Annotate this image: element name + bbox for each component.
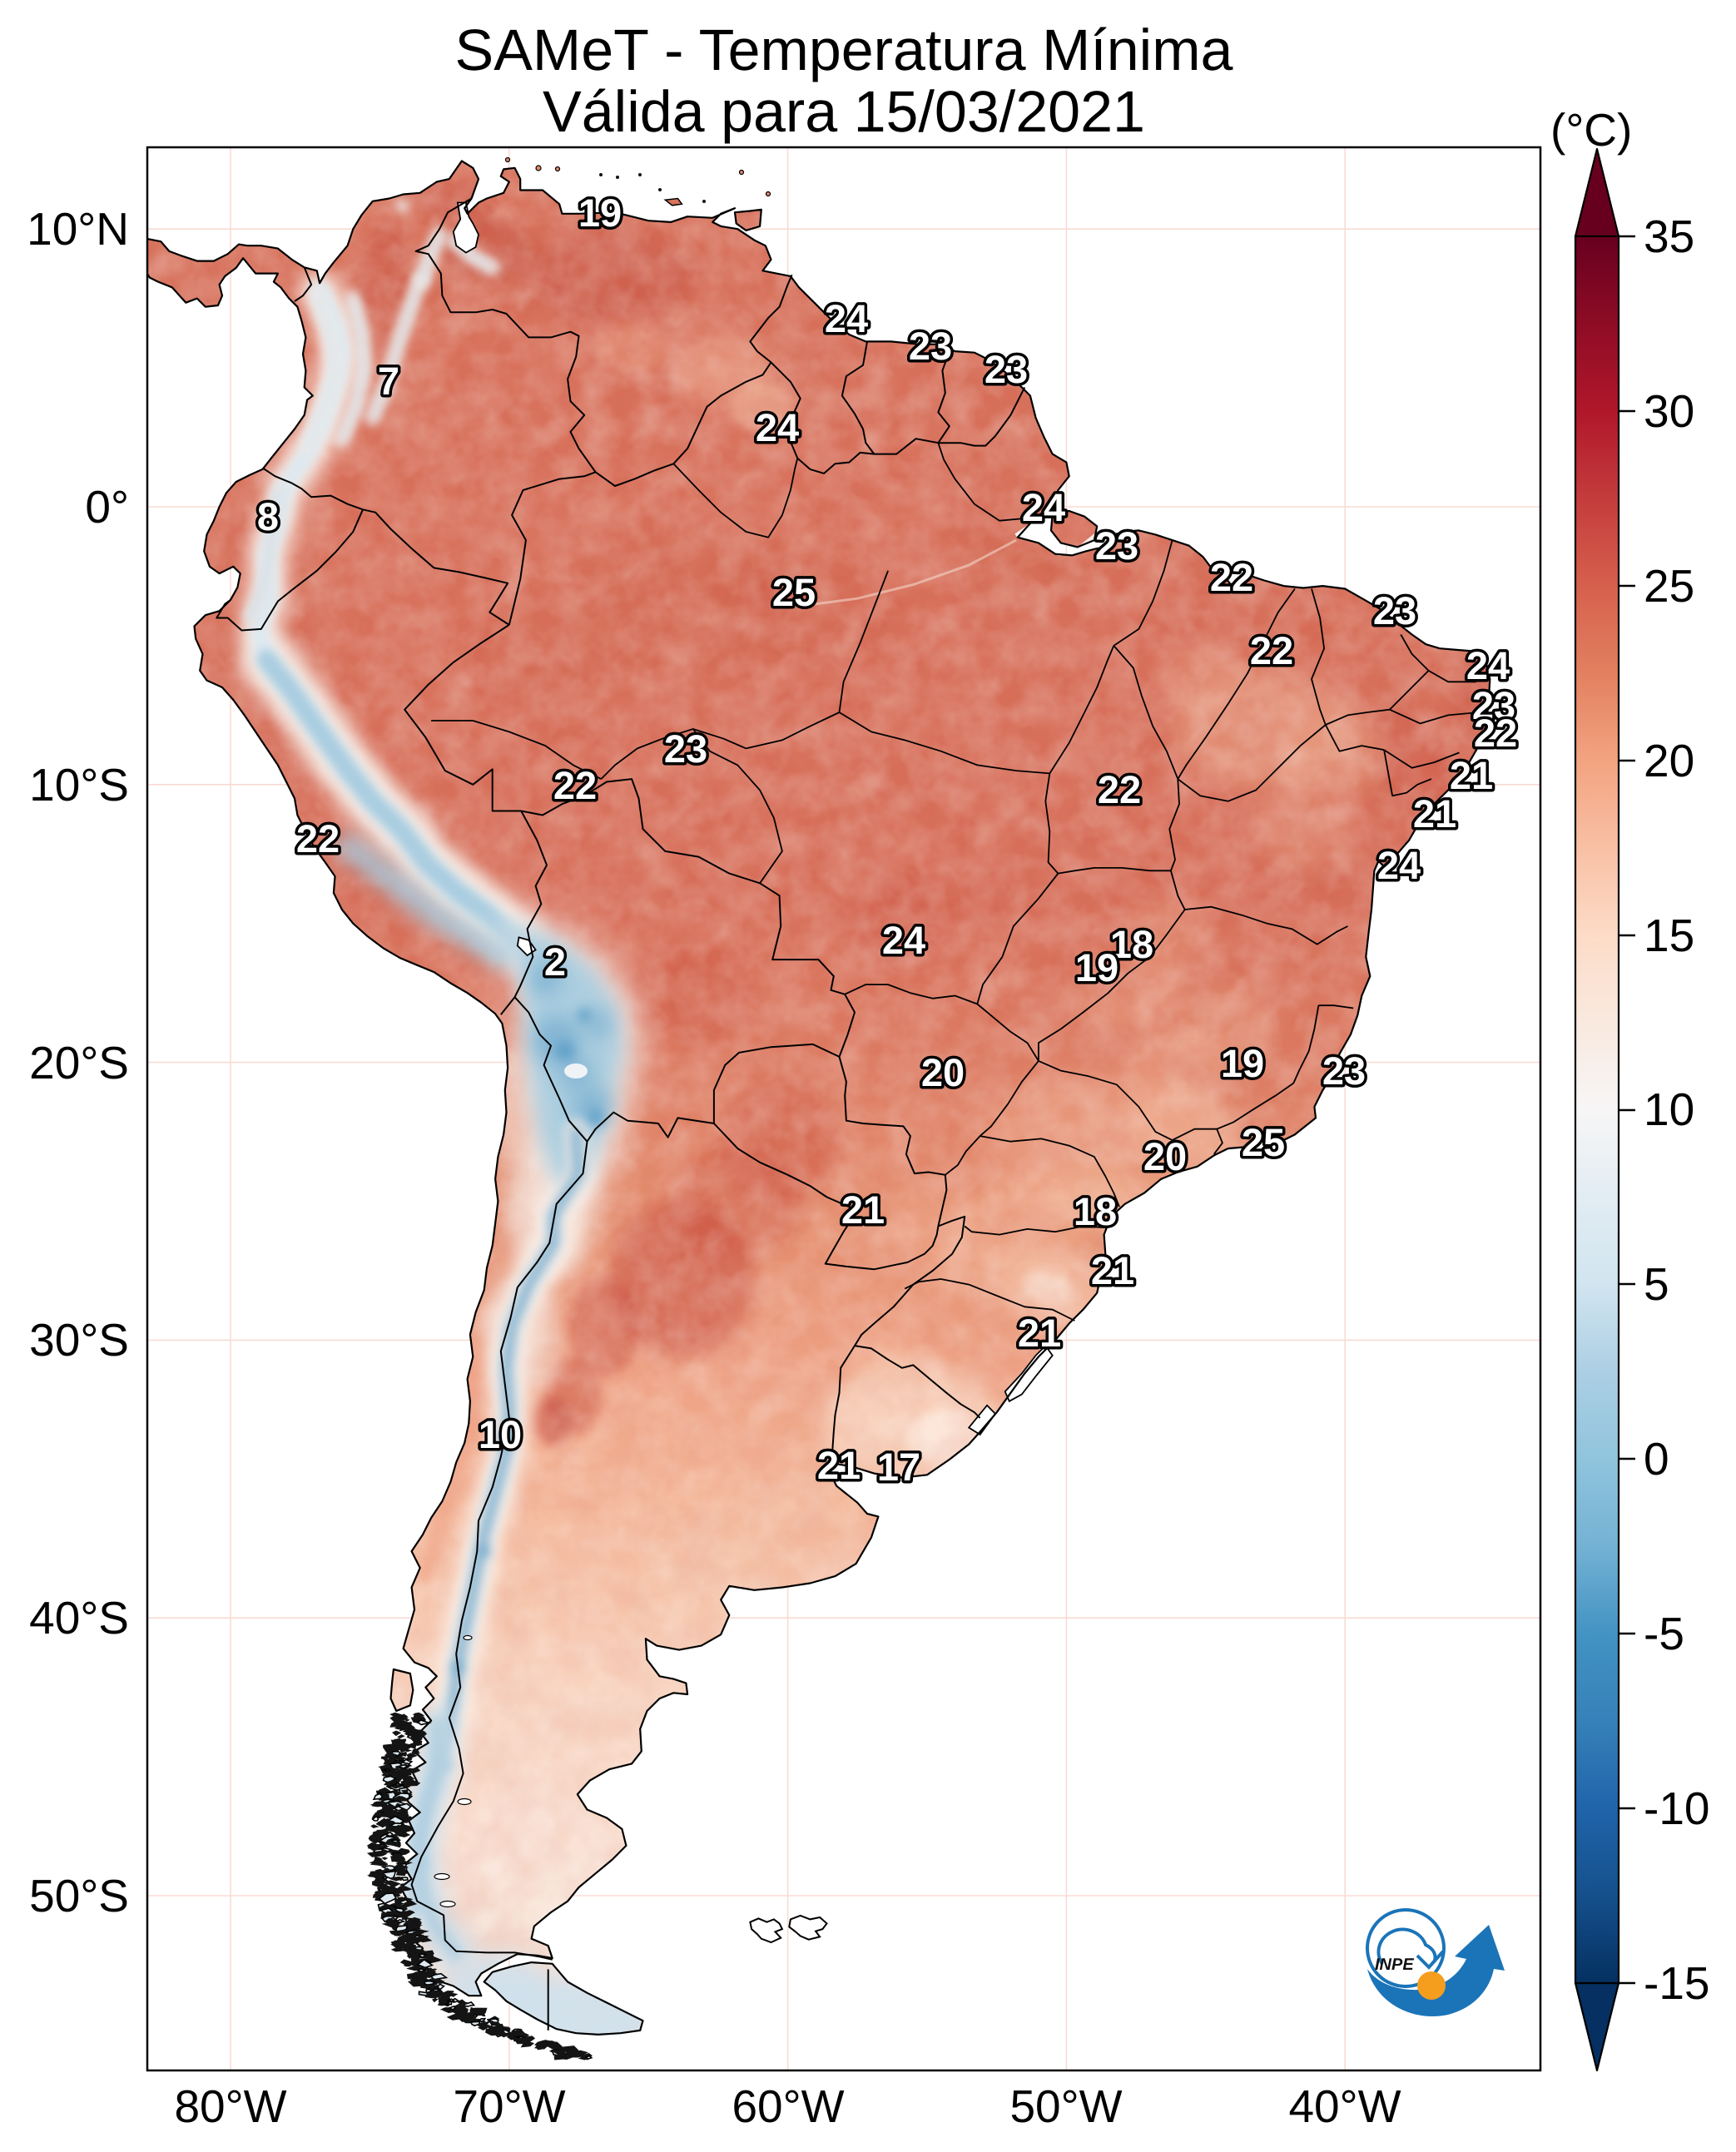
svg-text:0: 0 [1644, 1433, 1669, 1485]
svg-text:24: 24 [1377, 843, 1421, 887]
svg-text:24: 24 [825, 296, 868, 340]
svg-text:-10: -10 [1644, 1783, 1710, 1834]
svg-text:2: 2 [544, 940, 566, 984]
svg-text:19: 19 [1075, 945, 1118, 989]
svg-text:20: 20 [1143, 1134, 1187, 1178]
svg-text:23: 23 [1322, 1049, 1366, 1093]
svg-text:19: 19 [1221, 1041, 1264, 1085]
svg-text:-5: -5 [1644, 1608, 1684, 1659]
svg-text:21: 21 [817, 1443, 861, 1487]
svg-text:INPE: INPE [1375, 1956, 1414, 1974]
svg-text:24: 24 [756, 405, 799, 449]
svg-text:23: 23 [1472, 683, 1515, 727]
svg-text:21: 21 [1018, 1311, 1061, 1355]
svg-text:18: 18 [1074, 1189, 1117, 1233]
svg-text:22: 22 [296, 816, 340, 860]
svg-text:30°S: 30°S [29, 1314, 129, 1366]
svg-text:8: 8 [257, 494, 279, 538]
svg-text:23: 23 [909, 324, 952, 368]
svg-text:35: 35 [1644, 211, 1694, 262]
svg-text:20°S: 20°S [29, 1037, 129, 1088]
svg-text:Válida para 15/03/2021: Válida para 15/03/2021 [543, 79, 1145, 144]
svg-text:-15: -15 [1644, 1957, 1710, 2009]
svg-text:25: 25 [1644, 560, 1694, 612]
svg-text:21: 21 [841, 1188, 885, 1232]
svg-text:5: 5 [1644, 1258, 1669, 1310]
svg-text:60°W: 60°W [732, 2080, 844, 2132]
svg-text:22: 22 [1250, 628, 1293, 672]
svg-text:21: 21 [1450, 753, 1493, 797]
svg-text:10°S: 10°S [29, 759, 129, 811]
svg-text:21: 21 [1091, 1248, 1134, 1292]
svg-text:22: 22 [1098, 767, 1141, 811]
svg-text:70°W: 70°W [453, 2080, 565, 2132]
svg-text:17: 17 [877, 1445, 920, 1489]
svg-text:22: 22 [1474, 711, 1517, 755]
svg-text:(°C): (°C) [1550, 104, 1632, 156]
svg-text:7: 7 [378, 359, 399, 403]
svg-text:SAMeT - Temperatura Mínima: SAMeT - Temperatura Mínima [455, 17, 1233, 82]
svg-text:24: 24 [1022, 485, 1065, 529]
svg-text:19: 19 [578, 191, 622, 235]
svg-text:40°W: 40°W [1288, 2080, 1401, 2132]
svg-text:10°N: 10°N [27, 203, 129, 255]
svg-text:24: 24 [882, 918, 925, 962]
svg-text:22: 22 [553, 763, 597, 807]
svg-text:23: 23 [664, 726, 707, 771]
svg-text:23: 23 [1095, 523, 1138, 568]
svg-text:25: 25 [772, 570, 816, 614]
svg-text:18: 18 [1110, 922, 1153, 966]
svg-text:15: 15 [1644, 910, 1694, 961]
svg-text:23: 23 [985, 347, 1028, 391]
svg-text:22: 22 [1210, 555, 1253, 599]
svg-text:23: 23 [1373, 588, 1416, 632]
svg-text:80°W: 80°W [174, 2080, 286, 2132]
svg-text:20: 20 [921, 1050, 965, 1094]
svg-text:10: 10 [1644, 1083, 1694, 1135]
svg-text:10: 10 [479, 1412, 522, 1456]
svg-text:50°S: 50°S [29, 1870, 129, 1921]
svg-text:20: 20 [1644, 735, 1694, 786]
svg-text:21: 21 [1413, 791, 1456, 836]
svg-text:30: 30 [1644, 385, 1694, 437]
svg-text:40°S: 40°S [29, 1592, 129, 1644]
svg-text:25: 25 [1242, 1120, 1285, 1164]
svg-text:24: 24 [1466, 643, 1510, 687]
svg-text:50°W: 50°W [1009, 2080, 1122, 2132]
svg-text:0°: 0° [85, 481, 129, 533]
